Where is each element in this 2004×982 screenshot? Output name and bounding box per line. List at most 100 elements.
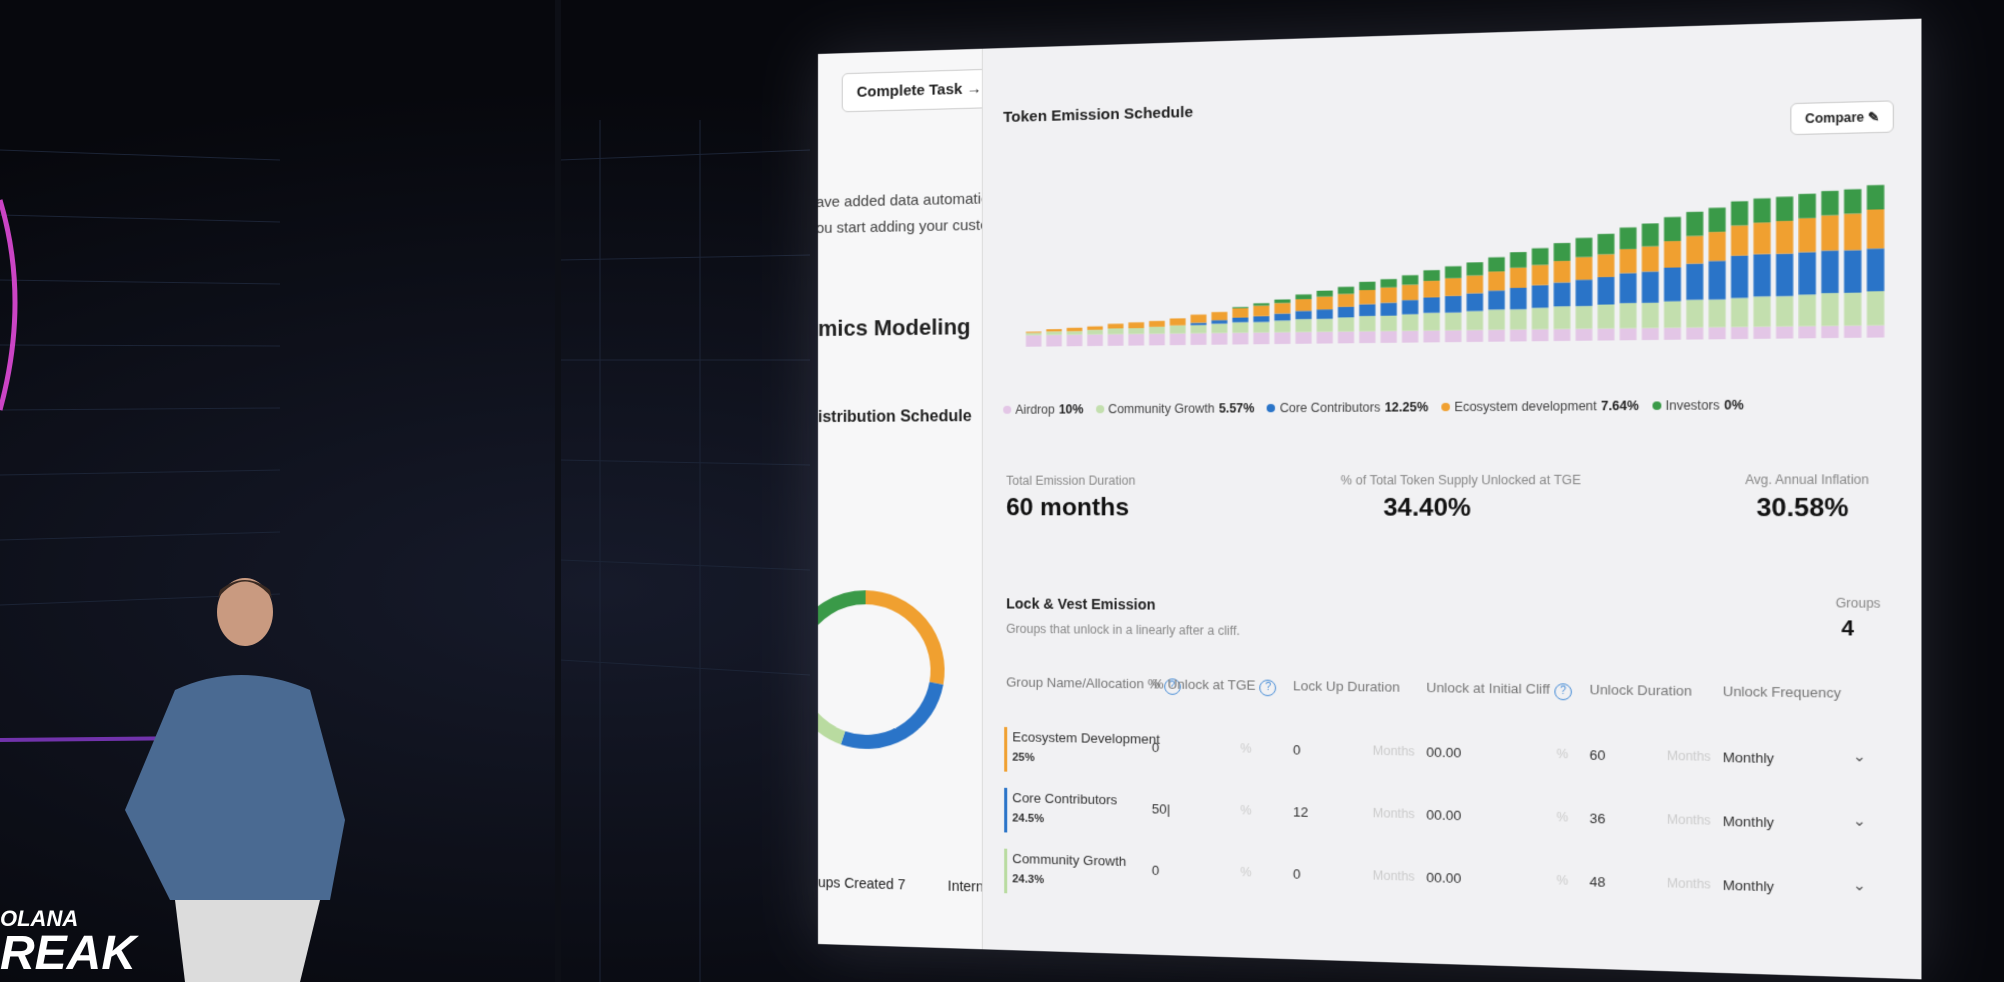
bar-segment	[1274, 299, 1291, 304]
bar-segment	[1466, 275, 1484, 294]
bar-segment	[1169, 318, 1186, 326]
bar-segment	[1169, 325, 1186, 334]
bar-segment	[1149, 333, 1165, 346]
bar-segment	[1553, 260, 1571, 283]
bar-segment	[1776, 326, 1794, 339]
bar-segment	[1686, 327, 1704, 340]
bar-segment	[1798, 294, 1816, 327]
bar-segment	[1316, 318, 1333, 332]
bar-segment	[1488, 257, 1505, 272]
bar-segment	[1445, 266, 1462, 279]
bar-segment	[1575, 328, 1593, 341]
table-cell: 0	[1292, 742, 1301, 758]
bar-segment	[1107, 328, 1124, 335]
bar-segment	[1190, 324, 1207, 334]
bar-segment	[1664, 216, 1681, 242]
bar-segment	[1619, 227, 1637, 250]
help-icon[interactable]: ?	[1554, 683, 1572, 701]
bar-segment	[1597, 328, 1615, 341]
bar-segment	[1776, 296, 1794, 327]
bar-segment	[1821, 215, 1839, 251]
bar-segment	[1731, 297, 1749, 328]
bar-segment	[1531, 264, 1549, 286]
bar-segment	[1531, 329, 1549, 342]
legend-value: 7.64%	[1601, 398, 1639, 414]
bar-segment	[1664, 267, 1681, 302]
bar-segment	[1466, 293, 1484, 312]
unit-label: %	[1240, 802, 1252, 818]
bar-segment	[1337, 317, 1355, 332]
bar-segment	[1664, 240, 1681, 268]
bar-segment	[1753, 198, 1771, 223]
bar-segment	[1619, 328, 1637, 341]
bar-segment	[1488, 329, 1505, 342]
bar-segment	[1253, 305, 1270, 317]
bar-segment	[1401, 314, 1419, 331]
section-heading: mics Modeling	[818, 313, 971, 341]
bar-segment	[1575, 256, 1593, 280]
bar-segment	[1731, 201, 1749, 226]
bar-segment	[1866, 291, 1885, 326]
legend-swatch	[1652, 401, 1661, 410]
bar-segment	[1798, 217, 1816, 253]
group-color-bar	[1004, 727, 1008, 772]
bar-segment	[1844, 189, 1862, 214]
bar-segment	[1753, 222, 1771, 255]
bar-segment	[1686, 211, 1704, 237]
frequency-dropdown[interactable]: ⌄	[1852, 876, 1867, 894]
help-icon[interactable]: ?	[1259, 679, 1277, 697]
bar-segment	[1776, 196, 1794, 222]
bar-segment	[1776, 220, 1794, 254]
bar-segment	[1169, 333, 1186, 346]
bar-segment	[1488, 271, 1505, 291]
bar-segment	[1295, 319, 1312, 333]
header-text: % Unlock at TGE	[1151, 676, 1256, 693]
bar-segment	[1510, 287, 1527, 310]
bar-segment	[1553, 282, 1571, 307]
bar-segment	[1232, 308, 1249, 318]
unit-label: Months	[1372, 743, 1415, 759]
bar-segment	[1337, 293, 1355, 307]
bar-segment	[1597, 254, 1615, 278]
bar-segment	[1553, 242, 1571, 262]
footer-text: Interna	[947, 877, 983, 895]
bar-segment	[1641, 246, 1659, 272]
bar-segment	[1066, 334, 1083, 347]
bar-segment	[1128, 333, 1145, 346]
stat-value: 30.58%	[1756, 493, 1849, 523]
bar-segment	[1401, 275, 1419, 285]
stat-value: 60 months	[1006, 493, 1130, 522]
bar-segment	[1445, 312, 1462, 331]
bar-segment	[1619, 302, 1637, 329]
group-allocation: 24.3%	[1012, 873, 1045, 887]
bar-segment	[1798, 326, 1816, 339]
bar-segment	[1821, 190, 1839, 216]
bar-segment	[1211, 332, 1228, 345]
groups-value: 4	[1841, 617, 1855, 641]
bar-segment	[1066, 327, 1083, 332]
frequency-dropdown[interactable]: ⌄	[1852, 811, 1867, 830]
stat-label: Avg. Annual Inflation	[1745, 472, 1869, 488]
bar-segment	[1211, 323, 1228, 334]
bar-segment	[1087, 326, 1103, 330]
frequency-dropdown[interactable]: ⌄	[1852, 747, 1867, 765]
speaker	[125, 578, 345, 982]
bar-segment	[1619, 248, 1637, 274]
legend-value: 0%	[1724, 397, 1744, 413]
header-text: Group Name/Allocation %	[1006, 674, 1160, 692]
bar-segment	[1295, 331, 1312, 344]
group-color-bar	[1004, 848, 1008, 894]
complete-task-button[interactable]: Complete Task →	[841, 68, 983, 113]
bar-segment	[1149, 326, 1165, 334]
table-header: Unlock Duration	[1589, 681, 1692, 699]
table-cell: 0	[1151, 739, 1160, 756]
section-subtitle: Groups that unlock in a linearly after a…	[1006, 621, 1240, 639]
bar-segment	[1686, 299, 1704, 328]
bar-segment	[1686, 263, 1704, 300]
bar-segment	[1087, 334, 1103, 347]
legend-swatch	[1003, 405, 1012, 414]
bar-segment	[1149, 320, 1165, 327]
unit-label: %	[1556, 809, 1569, 825]
bar-segment	[1316, 296, 1333, 310]
